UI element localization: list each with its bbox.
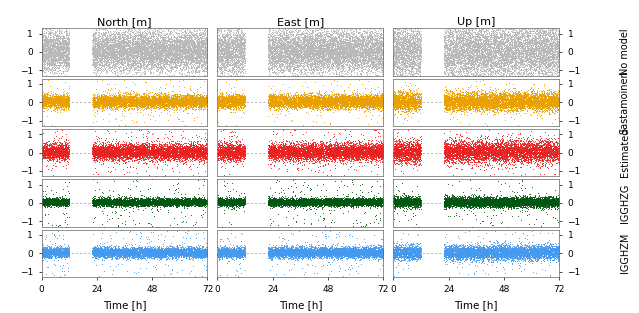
Y-axis label: Sastamoinen: Sastamoinen	[620, 70, 629, 134]
Title: North [m]: North [m]	[97, 18, 151, 28]
Y-axis label: Estimated: Estimated	[620, 128, 629, 177]
Title: Up [m]: Up [m]	[457, 18, 495, 28]
X-axis label: Time [h]: Time [h]	[454, 300, 498, 310]
X-axis label: Time [h]: Time [h]	[103, 300, 146, 310]
Y-axis label: IGGHZM: IGGHZM	[620, 233, 629, 274]
Y-axis label: No model: No model	[620, 28, 629, 75]
X-axis label: Time [h]: Time [h]	[279, 300, 322, 310]
Y-axis label: IGGHZG: IGGHZG	[620, 183, 629, 223]
Title: East [m]: East [m]	[277, 18, 324, 28]
